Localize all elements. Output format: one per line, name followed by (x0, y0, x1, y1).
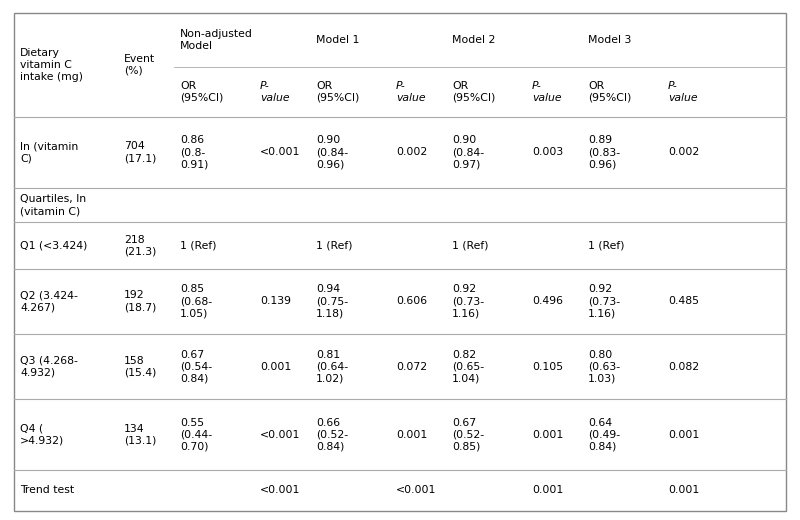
Text: Non-adjusted
Model: Non-adjusted Model (180, 29, 253, 51)
Text: Dietary
vitamin C
intake (mg): Dietary vitamin C intake (mg) (20, 48, 83, 82)
Text: 0.002: 0.002 (668, 147, 699, 158)
Text: 0.001: 0.001 (668, 430, 699, 440)
Text: P-
value: P- value (396, 81, 426, 103)
Text: <0.001: <0.001 (260, 486, 300, 496)
Text: 0.94
(0.75-
1.18): 0.94 (0.75- 1.18) (316, 284, 348, 318)
Text: Model 1: Model 1 (316, 35, 359, 45)
Text: 0.001: 0.001 (532, 486, 563, 496)
Text: 158
(15.4): 158 (15.4) (124, 356, 156, 378)
Text: Q4 (
>4.932): Q4 ( >4.932) (20, 424, 64, 446)
Text: 1 (Ref): 1 (Ref) (452, 241, 489, 251)
Text: <0.001: <0.001 (396, 486, 436, 496)
Text: 0.66
(0.52-
0.84): 0.66 (0.52- 0.84) (316, 418, 348, 452)
Text: 0.90
(0.84-
0.96): 0.90 (0.84- 0.96) (316, 135, 348, 170)
Text: Model 2: Model 2 (452, 35, 495, 45)
Text: Quartiles, ln
(vitamin C): Quartiles, ln (vitamin C) (20, 194, 86, 216)
Text: 0.67
(0.54-
0.84): 0.67 (0.54- 0.84) (180, 349, 212, 384)
Text: P-
value: P- value (532, 81, 562, 103)
Text: Event
(%): Event (%) (124, 54, 155, 76)
Text: 0.89
(0.83-
0.96): 0.89 (0.83- 0.96) (588, 135, 620, 170)
Text: 192
(18.7): 192 (18.7) (124, 290, 156, 313)
Text: 0.85
(0.68-
1.05): 0.85 (0.68- 1.05) (180, 284, 212, 318)
Text: 0.002: 0.002 (396, 147, 427, 158)
Text: 0.485: 0.485 (668, 296, 699, 306)
Text: 1 (Ref): 1 (Ref) (316, 241, 353, 251)
Text: 0.105: 0.105 (532, 361, 563, 371)
Text: P-
value: P- value (260, 81, 290, 103)
Text: 0.92
(0.73-
1.16): 0.92 (0.73- 1.16) (452, 284, 484, 318)
Text: 134
(13.1): 134 (13.1) (124, 424, 156, 446)
Text: 0.80
(0.63-
1.03): 0.80 (0.63- 1.03) (588, 349, 620, 384)
Text: P-
value: P- value (668, 81, 698, 103)
Text: Trend test: Trend test (20, 486, 74, 496)
Text: 0.67
(0.52-
0.85): 0.67 (0.52- 0.85) (452, 418, 484, 452)
Text: 0.139: 0.139 (260, 296, 291, 306)
Text: 0.072: 0.072 (396, 361, 427, 371)
Text: 0.001: 0.001 (532, 430, 563, 440)
Text: 0.82
(0.65-
1.04): 0.82 (0.65- 1.04) (452, 349, 484, 384)
Text: ln (vitamin
C): ln (vitamin C) (20, 141, 78, 163)
Text: <0.001: <0.001 (260, 147, 300, 158)
Text: Q3 (4.268-
4.932): Q3 (4.268- 4.932) (20, 356, 78, 378)
Text: Model 3: Model 3 (588, 35, 631, 45)
Text: 0.86
(0.8-
0.91): 0.86 (0.8- 0.91) (180, 135, 208, 170)
Text: Q2 (3.424-
4.267): Q2 (3.424- 4.267) (20, 290, 78, 313)
Text: 0.64
(0.49-
0.84): 0.64 (0.49- 0.84) (588, 418, 620, 452)
Text: 704
(17.1): 704 (17.1) (124, 141, 156, 163)
Text: OR
(95%CI): OR (95%CI) (180, 81, 223, 103)
Text: 0.082: 0.082 (668, 361, 699, 371)
Text: 0.55
(0.44-
0.70): 0.55 (0.44- 0.70) (180, 418, 212, 452)
Text: 0.496: 0.496 (532, 296, 563, 306)
Text: 0.606: 0.606 (396, 296, 427, 306)
Text: 218
(21.3): 218 (21.3) (124, 235, 156, 256)
Text: OR
(95%CI): OR (95%CI) (316, 81, 359, 103)
Text: 1 (Ref): 1 (Ref) (588, 241, 625, 251)
Text: 0.92
(0.73-
1.16): 0.92 (0.73- 1.16) (588, 284, 620, 318)
Text: 0.001: 0.001 (260, 361, 291, 371)
Text: 0.001: 0.001 (668, 486, 699, 496)
Text: Q1 (<3.424): Q1 (<3.424) (20, 241, 87, 251)
Text: 0.003: 0.003 (532, 147, 563, 158)
Text: 1 (Ref): 1 (Ref) (180, 241, 217, 251)
Text: 0.90
(0.84-
0.97): 0.90 (0.84- 0.97) (452, 135, 484, 170)
Text: 0.81
(0.64-
1.02): 0.81 (0.64- 1.02) (316, 349, 348, 384)
Text: OR
(95%CI): OR (95%CI) (588, 81, 631, 103)
Text: 0.001: 0.001 (396, 430, 427, 440)
Text: OR
(95%CI): OR (95%CI) (452, 81, 495, 103)
Text: <0.001: <0.001 (260, 430, 300, 440)
